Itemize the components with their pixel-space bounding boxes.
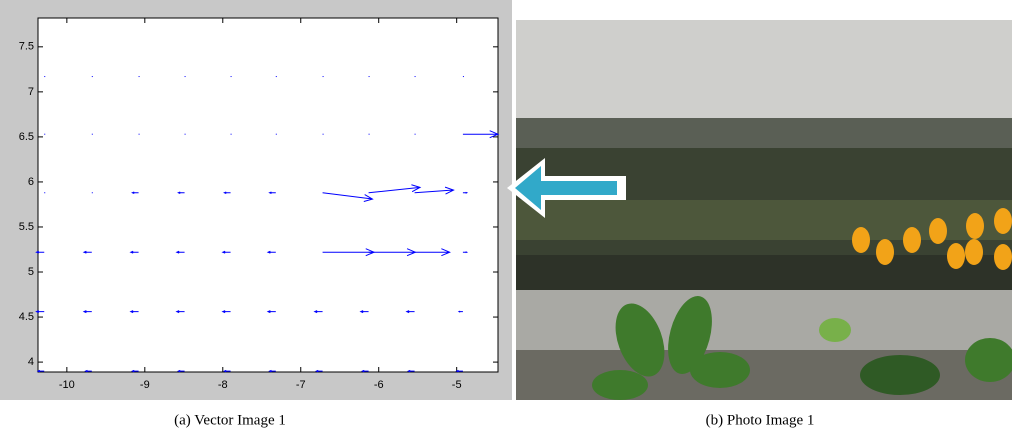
- page: (a) Vector Image 1 (b) Photo Image 1 -10…: [0, 0, 1012, 445]
- y-tick-label: 7.5: [19, 41, 34, 53]
- arrow: [463, 192, 467, 193]
- orange: [876, 239, 894, 265]
- arrow: [459, 311, 463, 312]
- leaf: [690, 352, 750, 388]
- y-tick-label: 7: [28, 86, 34, 98]
- y-tick-label: 4.5: [19, 311, 34, 323]
- orange: [947, 243, 965, 269]
- y-tick-label: 6: [28, 176, 34, 188]
- x-tick-label: -5: [452, 379, 462, 391]
- orange: [929, 218, 947, 244]
- moss-dark: [516, 255, 1012, 293]
- orange: [965, 239, 983, 265]
- wall-upper: [516, 20, 1012, 120]
- concrete: [516, 290, 1012, 355]
- ledge-shadow: [516, 118, 1012, 148]
- leaf: [860, 355, 940, 395]
- x-tick-label: -6: [374, 379, 384, 391]
- leaf: [592, 370, 648, 400]
- orange: [994, 244, 1012, 270]
- y-tick-label: 6.5: [19, 131, 34, 143]
- x-tick-label: -9: [140, 379, 150, 391]
- y-tick-label: 4: [28, 356, 34, 368]
- plot-area: [38, 18, 498, 372]
- x-tick-label: -10: [59, 379, 75, 391]
- orange: [903, 227, 921, 253]
- figure: (a) Vector Image 1 (b) Photo Image 1 -10…: [0, 0, 1012, 445]
- orange: [966, 213, 984, 239]
- photo: [507, 20, 1012, 400]
- arrow: [463, 252, 467, 253]
- x-tick-label: -8: [218, 379, 228, 391]
- orange: [852, 227, 870, 253]
- y-tick-label: 5: [28, 266, 34, 278]
- orange: [994, 208, 1012, 234]
- caption: (a) Vector Image 1: [174, 412, 286, 428]
- leaf: [819, 318, 851, 342]
- y-tick-label: 5.5: [19, 221, 34, 233]
- caption: (b) Photo Image 1: [706, 412, 815, 428]
- x-tick-label: -7: [296, 379, 306, 391]
